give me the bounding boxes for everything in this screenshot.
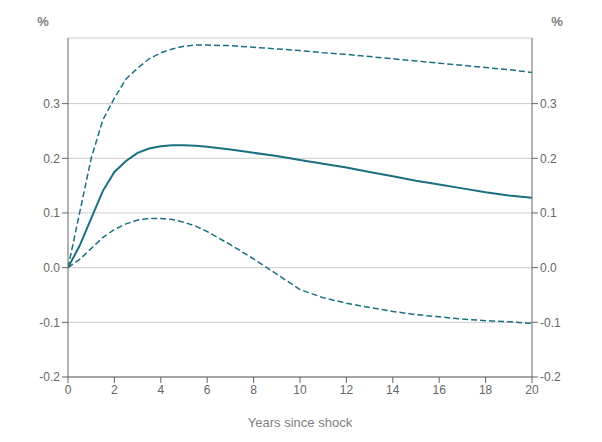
svg-text:12: 12 (340, 383, 354, 397)
svg-text:0.2: 0.2 (43, 152, 60, 166)
svg-text:-0.1: -0.1 (540, 316, 561, 330)
svg-text:10: 10 (293, 383, 307, 397)
svg-text:-0.1: -0.1 (39, 316, 60, 330)
svg-text:0: 0 (65, 383, 72, 397)
svg-text:-0.2: -0.2 (39, 370, 60, 384)
svg-text:6: 6 (204, 383, 211, 397)
svg-text:%: % (37, 14, 49, 29)
svg-text:-0.2: -0.2 (540, 370, 561, 384)
svg-text:8: 8 (250, 383, 257, 397)
svg-text:Years since shock: Years since shock (248, 415, 353, 430)
svg-text:0.1: 0.1 (540, 206, 557, 220)
svg-text:16: 16 (433, 383, 447, 397)
svg-text:%: % (551, 14, 563, 29)
svg-text:0.3: 0.3 (43, 97, 60, 111)
svg-text:0.2: 0.2 (540, 152, 557, 166)
svg-text:0.3: 0.3 (540, 97, 557, 111)
svg-text:0.1: 0.1 (43, 206, 60, 220)
svg-text:0.0: 0.0 (540, 261, 557, 275)
svg-text:20: 20 (525, 383, 539, 397)
svg-text:0.0: 0.0 (43, 261, 60, 275)
svg-text:18: 18 (479, 383, 493, 397)
svg-text:4: 4 (157, 383, 164, 397)
svg-text:14: 14 (386, 383, 400, 397)
svg-text:2: 2 (111, 383, 118, 397)
